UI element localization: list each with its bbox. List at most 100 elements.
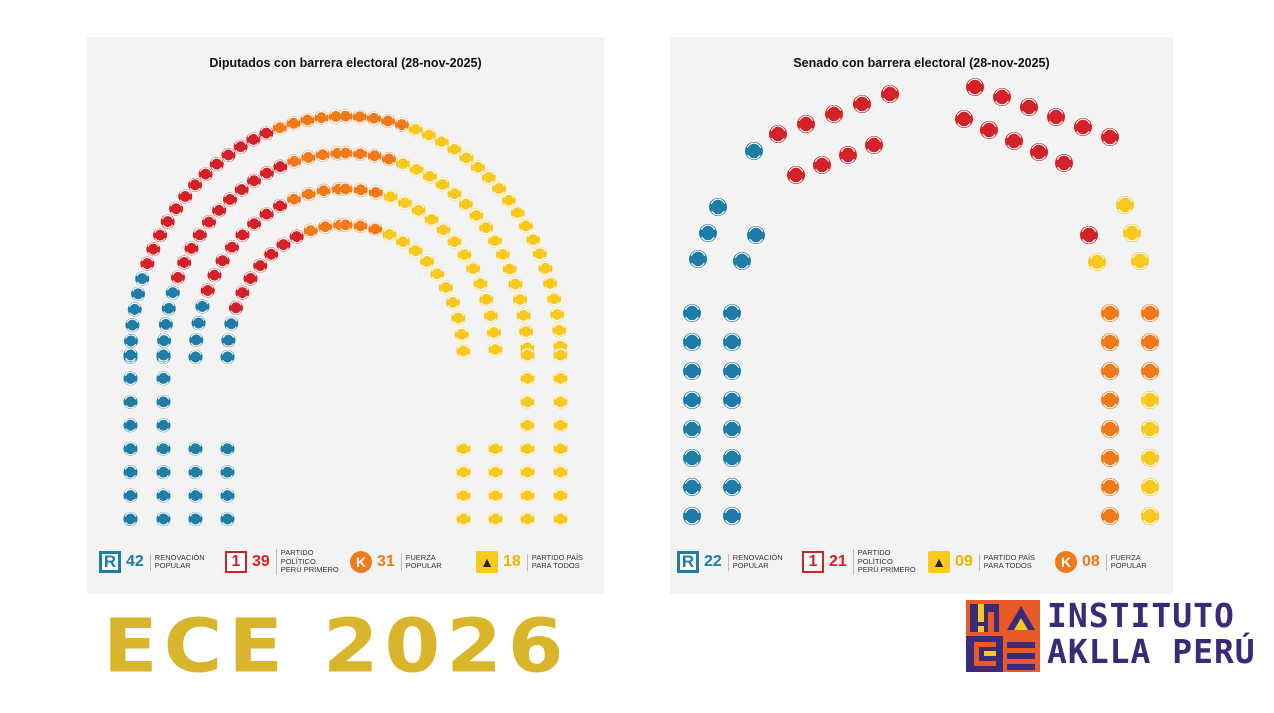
seat-partido-pais-para-todos [422, 169, 437, 184]
brand-line-2: AKLLA PERÚ [1047, 632, 1256, 671]
seat-renovacion-popular [683, 391, 701, 409]
seat-partido-politico-peru-primero [253, 258, 268, 273]
brand-name: INSTITUTO AKLLA PERÚ [1047, 598, 1256, 670]
seat-partido-pais-para-todos [383, 189, 398, 204]
seat-fuerza-popular [287, 154, 302, 169]
seat-partido-pais-para-todos [520, 394, 535, 409]
legend-party-name-line: RENOVACIÓN [732, 552, 783, 562]
seat-renovacion-popular [123, 394, 138, 409]
seat-partido-politico-peru-primero [200, 283, 215, 298]
seat-partido-pais-para-todos [435, 177, 450, 192]
seat-fuerza-popular [303, 223, 318, 238]
seat-partido-pais-para-todos [502, 261, 517, 276]
seat-partido-pais-para-todos [436, 222, 451, 237]
seat-partido-pais-para-todos [445, 295, 460, 310]
seat-renovacion-popular [157, 333, 172, 348]
seat-partido-pais-para-todos [508, 277, 523, 292]
seat-renovacion-popular [131, 286, 146, 301]
seat-renovacion-popular [123, 348, 138, 362]
renovacion-popular-logo-icon: R [677, 551, 699, 573]
legend-party-name-line: POPULAR [1110, 561, 1147, 570]
legend-party-name-line: FUERZA [1110, 552, 1141, 562]
seat-partido-politico-peru-primero [221, 148, 236, 163]
seat-partido-pais-para-todos [520, 465, 535, 480]
seat-fuerza-popular [1101, 507, 1119, 525]
seat-partido-politico-peru-primero [993, 88, 1011, 106]
seat-renovacion-popular [188, 512, 203, 526]
seat-partido-politico-peru-primero [264, 247, 279, 262]
seat-partido-pais-para-todos [447, 234, 462, 249]
seat-partido-politico-peru-primero [178, 189, 193, 204]
seat-partido-pais-para-todos [1116, 196, 1134, 214]
seat-renovacion-popular [135, 271, 150, 286]
pais-para-todos-logo-icon: ▲ [928, 551, 950, 573]
seat-partido-pais-para-todos [553, 441, 568, 456]
seat-fuerza-popular [318, 219, 333, 234]
seat-renovacion-popular [220, 465, 235, 480]
seat-fuerza-popular [1101, 391, 1119, 409]
seat-partido-politico-peru-primero [160, 214, 175, 229]
seat-partido-pais-para-todos [454, 327, 469, 342]
seat-fuerza-popular [353, 182, 368, 197]
seat-fuerza-popular [1141, 304, 1159, 322]
legend-party-name: FUERZA POPULAR [1105, 552, 1147, 571]
seat-partido-pais-para-todos [1141, 507, 1159, 525]
senado-chart-panel: Senado con barrera electoral (28-nov-202… [670, 37, 1173, 594]
seat-renovacion-popular [689, 250, 707, 268]
seat-fuerza-popular [301, 150, 316, 165]
seat-partido-pais-para-todos [470, 160, 485, 175]
diputados-chart-title: Diputados con barrera electoral (28-nov-… [209, 56, 482, 70]
legend-item: R 22 RENOVACIÓN POPULAR [677, 549, 783, 575]
seat-renovacion-popular [123, 465, 138, 480]
seat-partido-politico-peru-primero [1055, 154, 1073, 172]
legend-party-name-line: FUERZA [405, 552, 436, 562]
seat-partido-pais-para-todos [469, 208, 484, 223]
seat-renovacion-popular [188, 441, 203, 456]
legend-party-name-line: RENOVACIÓN [154, 552, 205, 562]
seat-renovacion-popular [224, 316, 239, 331]
seat-fuerza-popular [367, 148, 382, 163]
seat-renovacion-popular [699, 224, 717, 242]
legend-seat-count: 21 [829, 553, 847, 570]
seat-partido-politico-peru-primero [825, 105, 843, 123]
diputados-legend: R 42 RENOVACIÓN POPULAR 1 39 PARTIDO POLÍTICO PE… [87, 549, 604, 575]
seat-partido-politico-peru-primero [1005, 132, 1023, 150]
seat-fuerza-popular [353, 218, 368, 233]
seat-partido-pais-para-todos [492, 181, 507, 196]
seat-partido-pais-para-todos [1141, 391, 1159, 409]
seat-partido-pais-para-todos [487, 233, 502, 248]
seat-renovacion-popular [156, 371, 171, 386]
seat-renovacion-popular [220, 488, 235, 503]
seat-partido-politico-peru-primero [276, 237, 291, 252]
seat-partido-pais-para-todos [382, 227, 397, 242]
seat-partido-pais-para-todos [520, 418, 535, 433]
seat-partido-pais-para-todos [447, 186, 462, 201]
diputados-seat-chart [123, 109, 568, 526]
legend-party-name: PARTIDO POLÍTICO PERÚ PRIMERO [852, 549, 916, 575]
seat-partido-pais-para-todos [456, 465, 471, 480]
seat-partido-politico-peru-primero [212, 203, 227, 218]
legend-party-name-line: POLÍTICO [857, 556, 893, 566]
fuerza-popular-logo-icon: K [350, 551, 372, 573]
legend-seat-count: 08 [1082, 553, 1100, 570]
seat-partido-pais-para-todos [479, 220, 494, 235]
seat-renovacion-popular [188, 350, 203, 364]
legend-party-name-line: PARTIDO PAÍS [531, 552, 584, 562]
seat-partido-pais-para-todos [479, 292, 494, 307]
legend-item: 1 39 PARTIDO POLÍTICO PERÚ PRIMERO [225, 549, 339, 575]
seat-partido-pais-para-todos [501, 193, 516, 208]
seat-fuerza-popular [1101, 362, 1119, 380]
seat-partido-pais-para-todos [553, 371, 568, 386]
seat-partido-pais-para-todos [495, 247, 510, 262]
seat-partido-pais-para-todos [520, 348, 535, 362]
seat-renovacion-popular [158, 317, 173, 332]
seat-partido-pais-para-todos [553, 488, 568, 503]
legend-party-name-line: PARTIDO [280, 548, 314, 558]
legend-party-name-line: PARA TODOS [983, 561, 1032, 570]
seat-partido-pais-para-todos [550, 307, 565, 322]
legend-item: 1 21 PARTIDO POLÍTICO PERÚ PRIMERO [802, 549, 916, 575]
seat-renovacion-popular [723, 420, 741, 438]
legend-party-name: PARTIDO POLÍTICO PERÚ PRIMERO [275, 548, 339, 575]
seat-partido-politico-peru-primero [813, 156, 831, 174]
seat-partido-pais-para-todos [458, 197, 473, 212]
